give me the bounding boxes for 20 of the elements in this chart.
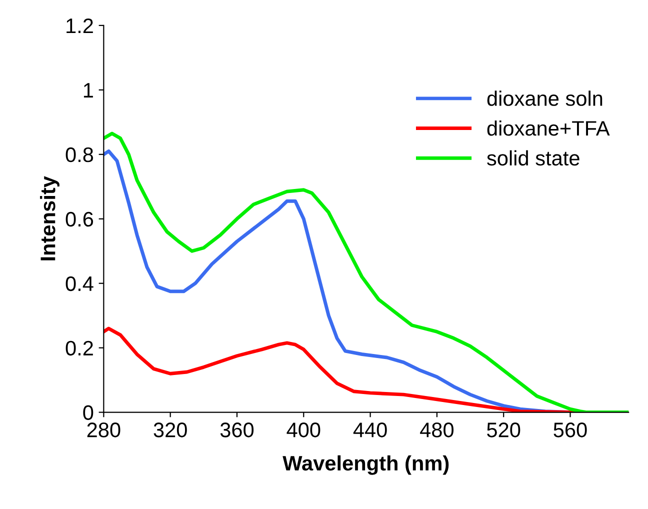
x-axis-title: Wavelength (nm) (282, 455, 449, 475)
x-tick-label: 560 (554, 422, 587, 438)
x-tick-label: 320 (154, 422, 187, 438)
legend-label: dioxane+TFA (487, 120, 610, 136)
x-tick-label: 360 (220, 422, 254, 438)
y-tick-label: 0.6 (66, 212, 94, 227)
y-tick-label: 0.8 (66, 147, 94, 162)
x-tick-label: 280 (87, 422, 120, 438)
x-tick-label: 440 (353, 422, 387, 438)
x-tick-label: 480 (420, 422, 454, 438)
legend-label: dioxane soln (487, 90, 602, 106)
legend-label: solid state (487, 150, 580, 166)
x-tick-label: 520 (487, 422, 520, 438)
y-axis-title: Intensity (40, 176, 60, 260)
y-tick-label: 0.4 (66, 276, 94, 292)
y-tick-label: 1 (84, 83, 93, 98)
y-tick-label: 1.2 (66, 18, 93, 33)
x-tick-label: 400 (286, 422, 320, 438)
y-tick-label: 0.2 (66, 340, 93, 356)
y-tick-label: 0 (83, 405, 94, 420)
